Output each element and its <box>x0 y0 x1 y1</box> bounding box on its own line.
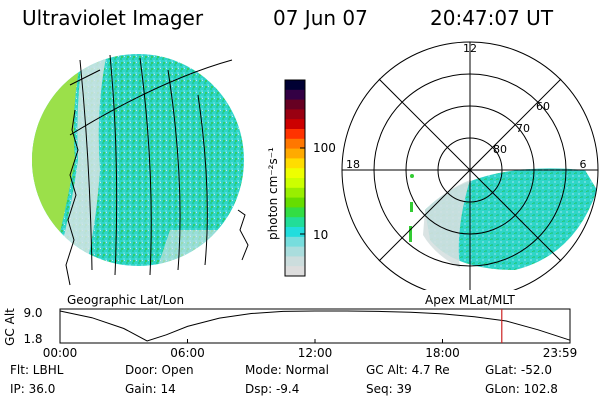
polar-image-panel: 12 18 6 0 60 70 80 <box>341 41 599 290</box>
y-tick-top: 9.0 <box>23 306 42 320</box>
colorbar-segment <box>285 178 305 189</box>
colorbar-segment <box>285 246 305 257</box>
colorbar-segment <box>285 217 305 228</box>
y-axis-label: GC Alt <box>3 308 17 346</box>
mlat-label-60: 60 <box>536 100 550 113</box>
time-label: 20:47:07 UT <box>430 6 554 30</box>
x-tick-label: 23:59 <box>543 346 578 360</box>
colorbar <box>284 79 306 277</box>
colorbar-tick-100: 100 <box>313 141 336 155</box>
colorbar-segment <box>285 207 305 218</box>
mlt-label-6: 6 <box>580 158 587 171</box>
colorbar-segment <box>285 129 305 140</box>
polar-uv-image <box>409 168 597 270</box>
mlat-label-80: 80 <box>493 143 507 156</box>
gc-alt-value: GC Alt: 4.7 Re <box>366 363 450 377</box>
colorbar-segment <box>285 256 305 267</box>
colorbar-segment <box>285 89 305 101</box>
colorbar-segment <box>285 138 305 150</box>
polar-grid <box>341 41 599 290</box>
ip-value: IP: 36.0 <box>10 382 56 396</box>
colorbar-segment <box>285 99 305 110</box>
door-value: Door: Open <box>125 363 194 377</box>
coastline <box>65 109 79 286</box>
colorbar-segment <box>285 227 305 238</box>
colorbar-segment <box>285 119 305 130</box>
mlt-label-12: 12 <box>463 42 477 55</box>
seq-value: Seq: 39 <box>366 382 412 396</box>
colorbar-segment <box>285 236 305 248</box>
glat-value: GLat: -52.0 <box>485 363 552 377</box>
colorbar-segment <box>285 187 305 199</box>
colorbar-tick-10: 10 <box>313 228 329 242</box>
instrument-title: Ultraviolet Imager <box>22 6 204 30</box>
colorbar-label: photon cm⁻²s⁻¹ <box>266 147 280 240</box>
coastline-east <box>237 209 249 261</box>
altitude-series-line <box>59 310 571 342</box>
gain-value: Gain: 14 <box>125 382 176 396</box>
x-tick-label: 00:00 <box>43 346 78 360</box>
y-tick-bottom: 1.8 <box>23 332 42 346</box>
uv-image-disk <box>32 54 244 266</box>
colorbar-segment <box>285 109 305 120</box>
glon-value: GLon: 102.8 <box>485 382 558 396</box>
geo-panel-label: Geographic Lat/Lon <box>67 293 185 307</box>
mode-value: Mode: Normal <box>245 363 329 377</box>
mlat-label-70: 70 <box>516 122 530 135</box>
colorbar-segment <box>285 197 305 208</box>
x-tick-label: 06:00 <box>170 346 205 360</box>
colorbar-segment <box>285 158 305 169</box>
geographic-grid <box>69 54 233 276</box>
altitude-timeline-chart: 9.0 1.8 GC Alt 00:00 06:00 12:00 18:00 23:59 <box>3 306 578 360</box>
filter-value: Flt: LBHL <box>10 363 64 377</box>
polar-panel-label: Apex MLat/MLT <box>425 293 515 307</box>
mlt-label-0: 0 <box>467 288 474 290</box>
colorbar-segment <box>285 266 305 277</box>
colorbar-segment <box>285 168 305 179</box>
colorbar-segment <box>285 148 305 159</box>
x-tick-label: 12:00 <box>298 346 333 360</box>
date-label: 07 Jun 07 <box>273 6 368 30</box>
x-tick-label: 18:00 <box>425 346 460 360</box>
timeline-frame <box>59 308 571 344</box>
dsp-value: Dsp: -9.4 <box>245 382 300 396</box>
geographic-image-panel <box>32 54 249 286</box>
mlt-label-18: 18 <box>346 158 360 171</box>
colorbar-segment <box>285 80 305 91</box>
